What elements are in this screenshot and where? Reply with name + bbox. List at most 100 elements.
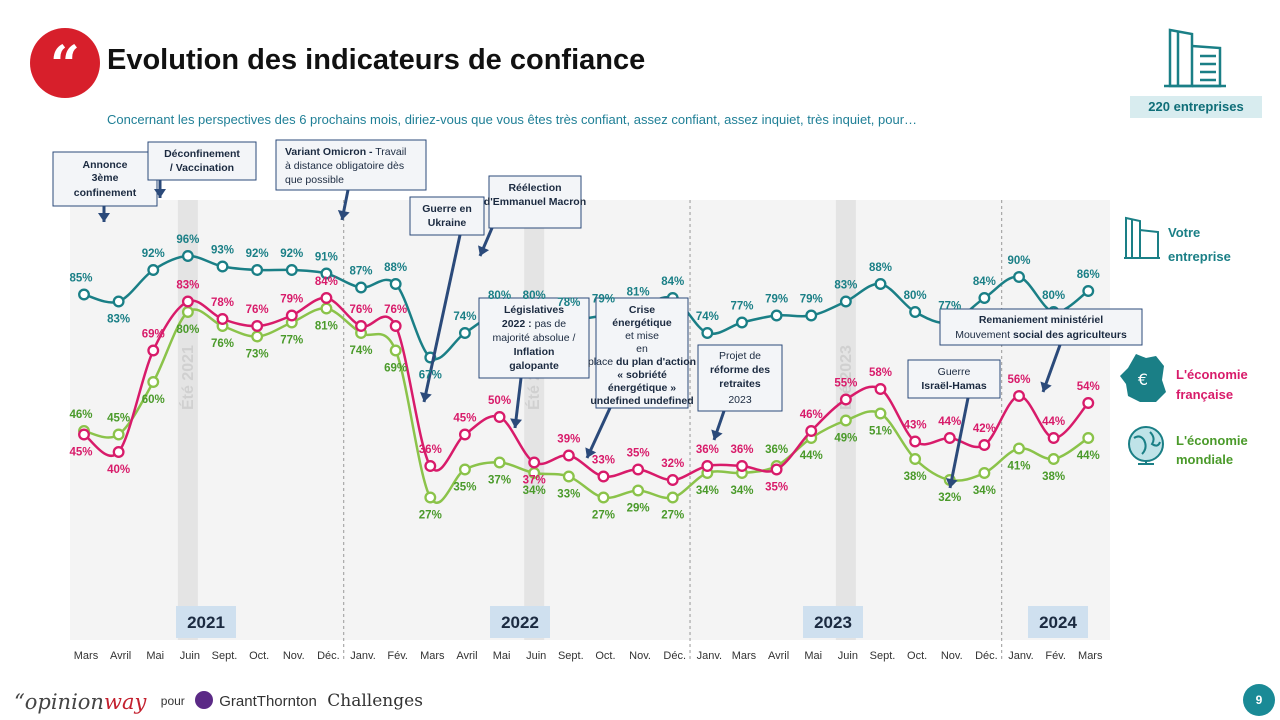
data-point-entreprise [320, 267, 333, 280]
x-tick-label: Juin [180, 650, 200, 662]
callout-legislatives-arrow-head [510, 418, 523, 428]
callout-annonce-text-part: Annonce [83, 159, 128, 171]
x-tick-label: Mars [420, 650, 445, 662]
plot-background [70, 200, 1110, 640]
footer-brands: “opinionway pour GrantThornton Challenge… [14, 690, 423, 714]
data-label-entreprise: 80% [1042, 290, 1065, 302]
callout-retraites-text: 2023 [728, 394, 752, 406]
x-tick-label: Fév. [387, 650, 408, 662]
callout-omicron-text-part: que possible [285, 174, 344, 186]
callout-deconfinement-text: / Vaccination [170, 162, 234, 174]
callout-crise-text: place du plan d'action [588, 356, 696, 368]
callout-retraites-text: retraites [719, 378, 761, 390]
callout-deconfinement-text: Déconfinement [164, 148, 240, 160]
data-label-entreprise: 80% [488, 290, 511, 302]
x-tick-label: Déc. [663, 650, 686, 662]
data-label-entreprise: 67% [419, 370, 442, 382]
data-point-monde [147, 376, 160, 388]
callout-legislatives-text-part: 2022 : [502, 318, 532, 330]
data-label-france: 56% [1007, 374, 1030, 386]
callout-remaniement-arrow-head [1040, 381, 1052, 392]
data-label-monde: 51% [869, 426, 892, 438]
callout-retraites-text-part: réforme des [710, 364, 770, 376]
x-tick-label: Nov. [283, 650, 305, 662]
data-point-france [285, 309, 298, 322]
data-label-monde: 34% [696, 485, 719, 497]
data-label-monde: 34% [523, 485, 546, 497]
legend-label: L'économie [1176, 367, 1248, 382]
sample-size-badge: 220 entreprises [1130, 96, 1262, 118]
callout-ukraine-text-part: Ukraine [428, 217, 467, 229]
data-label-entreprise: 77% [938, 301, 961, 313]
x-tick-label: Avril [456, 650, 477, 662]
data-label-monde: 69% [384, 363, 407, 375]
callout-retraites-text-part: retraites [719, 378, 761, 390]
legend-label: française [1176, 387, 1233, 402]
callout-omicron-text-part: Variant Omicron - [285, 146, 373, 158]
callout-legislatives-text-part: Législatives [504, 304, 564, 316]
summer-label: Été 2021 [178, 345, 197, 410]
callout-retraites-text: réforme des [710, 364, 770, 376]
data-label-france: 33% [592, 455, 615, 467]
opinionway-accent-text: way [103, 690, 147, 714]
data-point-france [458, 428, 471, 441]
callout-retraites [697, 344, 783, 412]
page-title: Evolution des indicateurs de confiance [107, 44, 646, 76]
data-point-entreprise [458, 327, 471, 339]
x-tick-label: Nov. [941, 650, 963, 662]
data-point-france [112, 446, 125, 458]
grant-thornton-logo: GrantThornton [219, 693, 317, 710]
data-point-france [943, 432, 956, 444]
callout-ukraine-text-part: Guerre en [422, 203, 472, 215]
callout-legislatives-text: Législatives [504, 304, 564, 316]
data-label-entreprise: 83% [834, 280, 857, 292]
data-label-france: 36% [419, 444, 442, 456]
legend-building-icon [1124, 216, 1160, 259]
data-label-monde: 27% [419, 510, 442, 522]
data-point-monde [493, 456, 506, 469]
building-icon [1164, 28, 1226, 88]
euro-icon: € [1138, 370, 1148, 389]
data-label-monde: 44% [1077, 450, 1100, 462]
data-point-entreprise [251, 264, 264, 276]
data-point-monde [632, 484, 645, 497]
callout-ukraine-arrow-head [420, 391, 432, 402]
summer-band [524, 200, 545, 640]
data-point-entreprise [1082, 285, 1095, 297]
x-tick-label: Sept. [870, 650, 896, 662]
data-point-france [666, 474, 679, 486]
x-tick-label: Sept. [212, 650, 238, 662]
data-point-monde [1082, 432, 1095, 444]
data-point-monde [320, 302, 333, 315]
callout-macron-text-part: d'Emmanuel Macron [484, 196, 586, 208]
data-point-entreprise [181, 250, 194, 262]
summer-band [177, 200, 198, 640]
callout-legislatives-text: galopante [509, 360, 559, 372]
callout-omicron-text: que possible [285, 174, 344, 186]
data-label-france: 40% [107, 464, 130, 476]
callout-remaniement-text-part: social des agriculteurs [1013, 329, 1127, 341]
data-label-monde: 35% [453, 482, 476, 494]
legend-label: mondiale [1176, 452, 1233, 467]
legend-france-map-icon: € [1120, 354, 1166, 402]
callout-retraites-text-part: Projet de [719, 350, 761, 362]
callout-macron-arrow-head [478, 245, 490, 256]
data-label-monde: 34% [973, 485, 996, 497]
callout-legislatives-text: majorité absolue / [493, 332, 576, 344]
callout-ukraine-arrow [422, 234, 462, 403]
data-point-entreprise [112, 295, 125, 308]
data-label-monde: 41% [1007, 461, 1030, 473]
callout-deconfinement-text-part: / Vaccination [170, 162, 234, 174]
data-label-entreprise: 79% [765, 294, 788, 306]
data-label-france: 43% [904, 420, 927, 432]
data-label-entreprise: 92% [280, 248, 303, 260]
data-label-entreprise: 79% [800, 294, 823, 306]
data-label-entreprise: 85% [69, 273, 92, 285]
callout-remaniement-text: Mouvement social des agriculteurs [955, 329, 1127, 341]
data-label-monde: 36% [765, 444, 788, 456]
opinionway-logo: “opinionway [14, 690, 147, 714]
data-point-monde [1047, 453, 1060, 465]
data-label-monde: 74% [350, 345, 373, 357]
data-label-france: 79% [280, 294, 303, 306]
data-label-france: 45% [69, 447, 92, 459]
